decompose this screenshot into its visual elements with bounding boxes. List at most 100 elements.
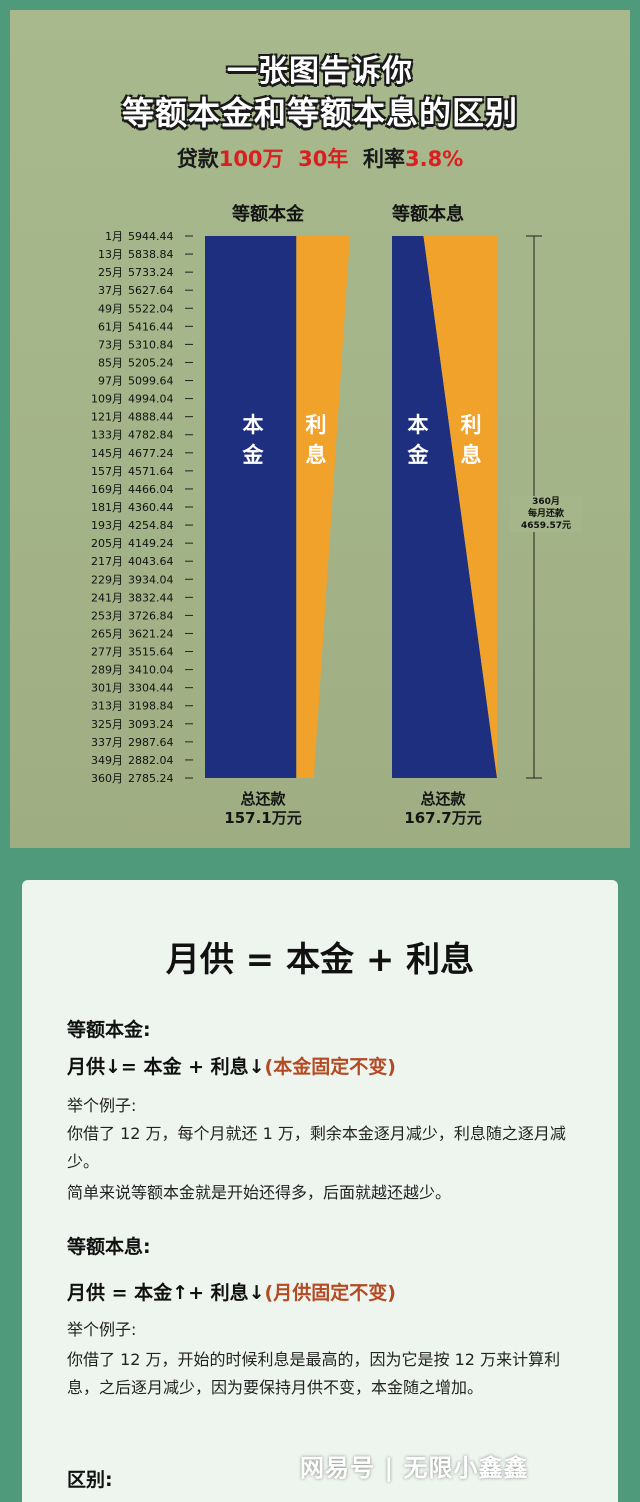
tick-month-label: 325月	[91, 718, 123, 731]
loan-label: 贷款	[176, 147, 219, 171]
equal-principal-title: 等额本金:	[67, 1019, 151, 1041]
month-tick-labels: 1月 5944.44 13月 5838.84 25月 5733.24 37月 5627.64 4…	[91, 230, 193, 785]
tick-amount-label: 4466.04	[128, 483, 174, 496]
tick-month-label: 73月	[98, 338, 123, 351]
summary-text: 简单来说等额本金就是开始还得多，后面就越还越少。	[67, 1183, 452, 1202]
tick-amount-label: 3832.44	[128, 591, 174, 604]
loan-rate: 3.8%	[405, 147, 464, 171]
principal-label-right: 本	[408, 413, 429, 437]
tick-month-label: 145月	[91, 447, 123, 460]
payment-blocks: 本金 利息 本金 利息	[205, 236, 497, 778]
tick-month-label: 360月	[91, 772, 123, 785]
tick-month-label: 205月	[91, 537, 123, 550]
comparison-infographic: 一张图告诉你 等额本金和等额本息的区别 贷款100万 30年 利率3.8% 等额…	[10, 10, 630, 848]
tick-month-label: 169月	[91, 483, 123, 496]
tick-amount-label: 4571.64	[128, 465, 174, 478]
tick-month-label: 229月	[91, 573, 123, 586]
principal-label-right: 金	[407, 443, 430, 467]
tick-amount-label: 5310.84	[128, 338, 174, 351]
tick-amount-label: 5944.44	[128, 230, 174, 243]
equal-payment-term: 360月	[532, 497, 560, 507]
tick-month-label: 61月	[98, 320, 123, 333]
tick-amount-label: 4888.44	[128, 411, 174, 424]
equal-payment-total: 总还款 167.7万元	[373, 790, 513, 828]
tick-month-label: 349月	[91, 754, 123, 767]
loan-amount: 100万	[218, 147, 284, 171]
explanation-card: 月供 = 本金 + 利息 等额本金: 月供↓= 本金 + 利息↓(本金固定不变)…	[22, 880, 618, 1502]
loan-term: 30年	[298, 147, 349, 171]
tick-amount-label: 3726.84	[128, 609, 174, 622]
total-value: 167.7万元	[404, 809, 482, 827]
example-text: 你借了 12 万，开始的时候利息是最高的，因为它是按 12 万来计算利息，之后逐…	[67, 1350, 561, 1397]
tick-amount-label: 2785.24	[128, 772, 174, 785]
tick-month-label: 97月	[98, 375, 123, 388]
difference-title: 区别:	[67, 1469, 113, 1491]
principal-label-left: 本	[243, 413, 264, 437]
interest-label-left: 息	[306, 443, 327, 467]
title-line-1: 一张图告诉你	[227, 54, 413, 89]
tick-month-label: 313月	[91, 700, 123, 713]
tick-month-label: 337月	[91, 736, 123, 749]
tick-month-label: 109月	[91, 393, 123, 406]
interest-block-left	[296, 236, 350, 778]
example-label: 举个例子:	[67, 1320, 137, 1339]
tick-amount-label: 4994.04	[128, 393, 174, 406]
interest-label-right: 息	[461, 443, 482, 467]
principal-block-left	[205, 236, 297, 778]
tick-amount-label: 4149.24	[128, 537, 174, 550]
total-label: 总还款	[420, 790, 466, 808]
formula-note: (本金固定不变)	[264, 1056, 396, 1078]
title-line-2: 等额本金和等额本息的区别	[121, 94, 518, 132]
monthly-payment-formula: 月供 = 本金 + 利息	[165, 940, 475, 980]
tick-month-label: 121月	[91, 411, 123, 424]
tick-amount-label: 5627.64	[128, 284, 174, 297]
interest-block-right	[423, 236, 497, 778]
payment-chart: 1月 5944.44 13月 5838.84 25月 5733.24 37月 5627.64 4…	[91, 230, 542, 785]
example-text: 你借了 12 万，每个月就还 1 万，剩余本金逐月减少，利息随之逐月减少。	[67, 1124, 566, 1171]
tick-month-label: 265月	[91, 627, 123, 640]
tick-amount-label: 3515.64	[128, 646, 174, 659]
watermark: 网易号 | 无限小鑫鑫	[300, 1454, 529, 1482]
equal-principal-total: 总还款 157.1万元	[193, 790, 333, 828]
interest-label-right: 利	[461, 413, 482, 437]
tick-amount-label: 3410.04	[128, 664, 174, 677]
tick-amount-label: 5733.24	[128, 266, 174, 279]
tick-month-label: 85月	[98, 356, 123, 369]
equal-payment-amount: 4659.57元	[521, 521, 571, 531]
tick-amount-label: 5838.84	[128, 248, 174, 261]
total-label: 总还款	[240, 790, 286, 808]
tick-amount-label: 5099.64	[128, 375, 174, 388]
tick-amount-label: 4360.44	[128, 501, 174, 514]
tick-amount-label: 4782.84	[128, 429, 174, 442]
equal-payment-heading: 等额本息	[392, 204, 464, 225]
tick-amount-label: 5205.24	[128, 356, 174, 369]
total-value: 157.1万元	[224, 809, 302, 827]
formula-note: (月供固定不变)	[264, 1282, 396, 1304]
tick-month-label: 289月	[91, 664, 123, 677]
tick-amount-label: 3934.04	[128, 573, 174, 586]
rate-label: 利率	[363, 147, 406, 171]
tick-amount-label: 4254.84	[128, 519, 174, 532]
tick-month-label: 301月	[91, 682, 123, 695]
tick-amount-label: 3198.84	[128, 700, 174, 713]
tick-month-label: 217月	[91, 555, 123, 568]
tick-month-label: 157月	[91, 465, 123, 478]
principal-label-left: 金	[242, 443, 265, 467]
tick-month-label: 241月	[91, 591, 123, 604]
tick-amount-label: 3621.24	[128, 627, 174, 640]
example-label: 举个例子:	[67, 1096, 137, 1115]
equal-payment-note: 360月 每月还款 4659.57元	[510, 496, 582, 532]
tick-amount-label: 2882.04	[128, 754, 174, 767]
tick-month-label: 253月	[91, 609, 123, 622]
tick-month-label: 49月	[98, 302, 123, 315]
tick-month-label: 25月	[98, 266, 123, 279]
tick-amount-label: 4677.24	[128, 447, 174, 460]
tick-amount-label: 5416.44	[128, 320, 174, 333]
tick-amount-label: 4043.64	[128, 555, 174, 568]
principal-block-right	[392, 236, 497, 778]
equal-principal-formula: 月供↓= 本金 + 利息↓(本金固定不变)	[67, 1052, 396, 1079]
tick-amount-label: 5522.04	[128, 302, 174, 315]
tick-month-label: 37月	[98, 284, 123, 297]
equal-payment-title: 等额本息:	[67, 1236, 151, 1258]
tick-amount-label: 2987.64	[128, 736, 174, 749]
